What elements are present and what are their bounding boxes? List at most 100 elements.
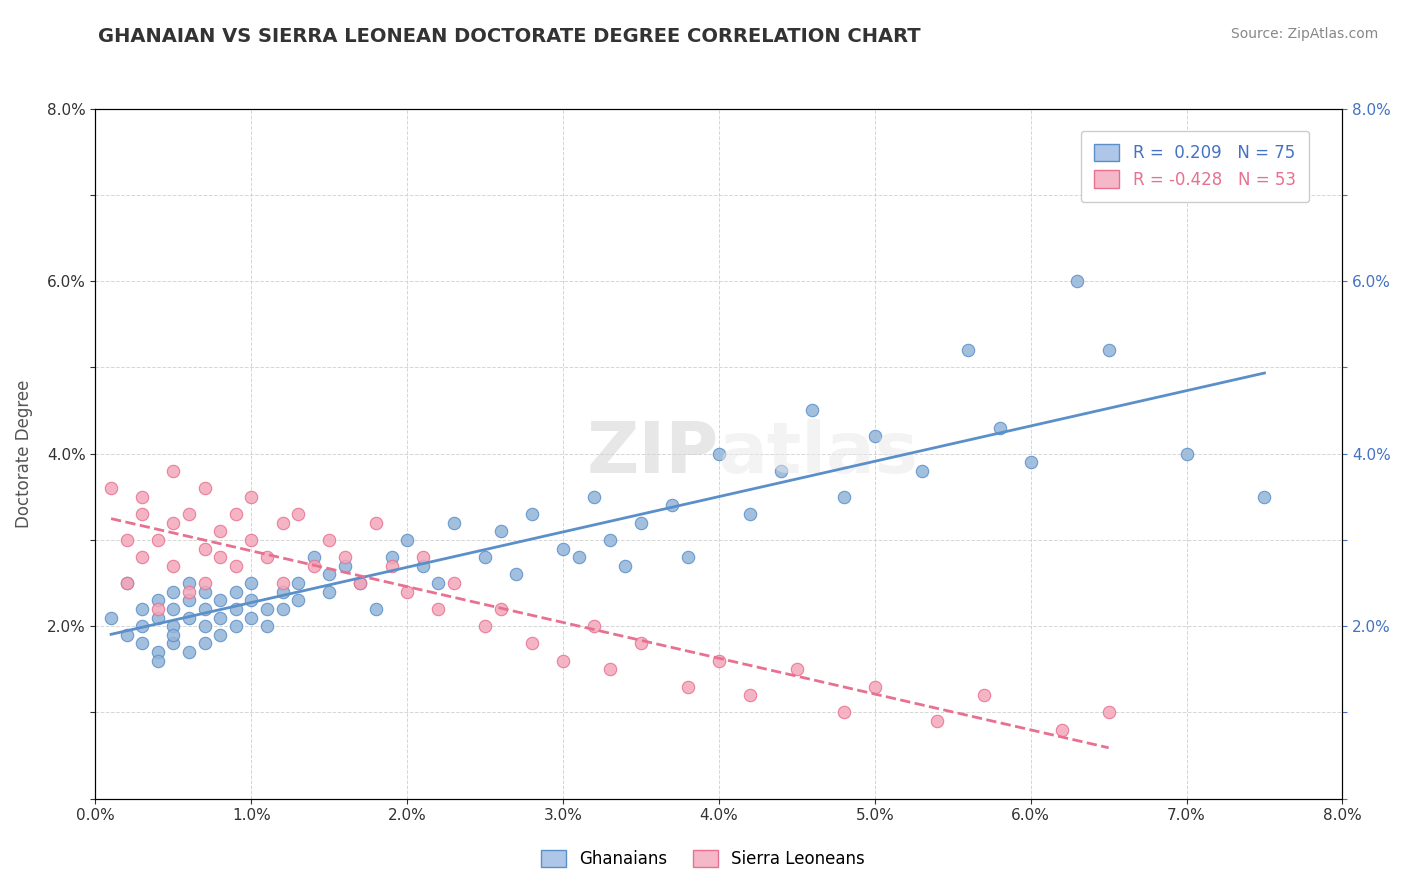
Point <box>863 429 886 443</box>
Point <box>162 516 184 530</box>
Point <box>832 490 855 504</box>
Point <box>177 610 200 624</box>
Point <box>271 584 294 599</box>
Point <box>256 602 278 616</box>
Point <box>225 602 247 616</box>
Point <box>240 593 263 607</box>
Point <box>271 516 294 530</box>
Point <box>194 584 217 599</box>
Point <box>505 567 527 582</box>
Point <box>988 421 1011 435</box>
Point <box>599 662 621 676</box>
Point <box>551 541 574 556</box>
Point <box>520 636 543 650</box>
Point <box>910 464 932 478</box>
Point <box>364 602 387 616</box>
Point <box>209 610 232 624</box>
Point <box>131 550 153 565</box>
Point <box>740 507 762 521</box>
Point <box>707 654 730 668</box>
Point <box>194 576 217 591</box>
Point <box>194 619 217 633</box>
Point <box>177 593 200 607</box>
Point <box>583 490 606 504</box>
Text: ZIP: ZIP <box>586 419 718 488</box>
Point <box>131 507 153 521</box>
Point <box>927 714 949 728</box>
Point <box>162 619 184 633</box>
Point <box>614 558 637 573</box>
Point <box>740 688 762 702</box>
Point <box>1050 723 1073 737</box>
Point <box>146 610 169 624</box>
Text: GHANAIAN VS SIERRA LEONEAN DOCTORATE DEGREE CORRELATION CHART: GHANAIAN VS SIERRA LEONEAN DOCTORATE DEG… <box>98 27 921 45</box>
Point <box>177 584 200 599</box>
Point <box>100 610 122 624</box>
Point <box>209 593 232 607</box>
Point <box>599 533 621 547</box>
Point <box>661 499 683 513</box>
Point <box>489 602 512 616</box>
Point <box>240 576 263 591</box>
Point <box>209 550 232 565</box>
Point <box>973 688 995 702</box>
Point <box>427 576 450 591</box>
Point <box>863 680 886 694</box>
Y-axis label: Doctorate Degree: Doctorate Degree <box>15 379 32 528</box>
Point <box>396 533 419 547</box>
Point <box>630 636 652 650</box>
Point <box>786 662 808 676</box>
Point <box>225 558 247 573</box>
Point <box>1253 490 1275 504</box>
Point <box>412 558 434 573</box>
Point <box>240 610 263 624</box>
Point <box>209 524 232 539</box>
Point <box>333 558 356 573</box>
Point <box>115 533 138 547</box>
Point <box>318 567 340 582</box>
Point <box>396 584 419 599</box>
Point <box>364 516 387 530</box>
Point <box>100 481 122 495</box>
Point <box>443 576 465 591</box>
Text: Source: ZipAtlas.com: Source: ZipAtlas.com <box>1230 27 1378 41</box>
Point <box>302 550 325 565</box>
Point <box>240 490 263 504</box>
Point <box>489 524 512 539</box>
Point <box>194 481 217 495</box>
Legend: Ghanaians, Sierra Leoneans: Ghanaians, Sierra Leoneans <box>534 843 872 875</box>
Point <box>349 576 371 591</box>
Point <box>1097 343 1119 357</box>
Point <box>1175 447 1198 461</box>
Point <box>131 636 153 650</box>
Point <box>318 533 340 547</box>
Point <box>162 584 184 599</box>
Point <box>1066 274 1088 288</box>
Point <box>194 602 217 616</box>
Point <box>240 533 263 547</box>
Point <box>177 645 200 659</box>
Point <box>957 343 980 357</box>
Point <box>381 550 404 565</box>
Point <box>770 464 793 478</box>
Point <box>630 516 652 530</box>
Point <box>1019 455 1042 469</box>
Point <box>520 507 543 521</box>
Point <box>256 619 278 633</box>
Point <box>271 576 294 591</box>
Point <box>427 602 450 616</box>
Point <box>801 403 824 417</box>
Legend: R =  0.209   N = 75, R = -0.428   N = 53: R = 0.209 N = 75, R = -0.428 N = 53 <box>1081 130 1309 202</box>
Point <box>225 507 247 521</box>
Point <box>707 447 730 461</box>
Point <box>551 654 574 668</box>
Point <box>131 619 153 633</box>
Point <box>162 628 184 642</box>
Point <box>115 576 138 591</box>
Point <box>474 619 496 633</box>
Point <box>225 584 247 599</box>
Point <box>146 533 169 547</box>
Point <box>676 680 699 694</box>
Point <box>194 541 217 556</box>
Point <box>474 550 496 565</box>
